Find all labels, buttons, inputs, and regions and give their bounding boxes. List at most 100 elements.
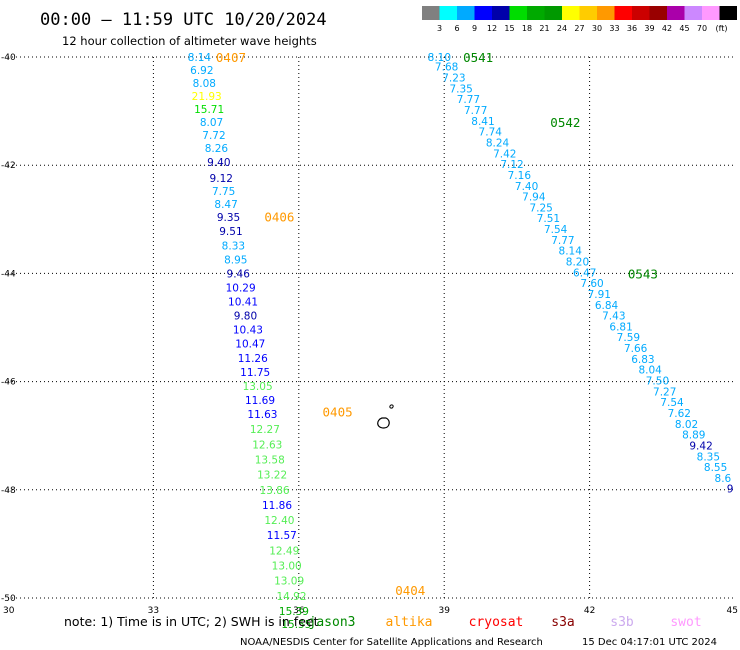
- satellite-name: s3b: [610, 615, 634, 630]
- wave-height-label: 8.14: [559, 246, 583, 258]
- legend-swatch: [632, 6, 650, 20]
- legend-label: 18: [522, 24, 532, 33]
- wave-height-label: 9.42: [689, 440, 712, 452]
- wave-height-label: 8.08: [193, 78, 216, 90]
- wave-height-label: 7.54: [544, 224, 568, 236]
- wave-height-label: 13.58: [255, 455, 285, 467]
- note-text: note: 1) Time is in UTC; 2) SWH is in fe…: [64, 614, 319, 629]
- wave-height-label: 6.92: [190, 65, 213, 77]
- wave-height-label: 14.92: [276, 591, 306, 603]
- pass-label: 0541: [463, 50, 493, 65]
- wave-height-label: 9.46: [227, 268, 251, 280]
- wave-height-label: 8.07: [200, 117, 223, 129]
- legend-label: 39: [644, 24, 654, 33]
- wave-height-label: 8.20: [566, 256, 589, 268]
- chart-title: 00:00 – 11:59 UTC 10/20/2024: [40, 10, 327, 30]
- legend-swatch: [544, 6, 562, 20]
- wave-height-label: 7.54: [660, 397, 684, 409]
- wave-height-label: 8.24: [486, 137, 510, 149]
- wave-height-label: 8.26: [205, 143, 229, 155]
- wave-height-label: 21.93: [192, 91, 222, 103]
- wave-height-label: 7.12: [500, 159, 523, 171]
- wave-height-label: 8.89: [682, 430, 705, 442]
- wave-height-label: 7.94: [522, 192, 546, 204]
- color-legend: 3 6 9 12 15 18 21 24 27 30 33 36 39 42 45 70 (ft): [422, 6, 737, 33]
- wave-height-label: 8.6: [715, 473, 732, 485]
- legend-swatch: [457, 6, 475, 20]
- wave-height-label: 7.35: [449, 83, 472, 95]
- y-tick-label: -44: [1, 269, 16, 279]
- legend-swatch: [702, 6, 720, 20]
- wave-height-label: 7.50: [646, 376, 669, 388]
- wave-height-label: 7.72: [202, 130, 225, 142]
- x-tick-label: 36: [293, 606, 305, 616]
- legend-swatch: [667, 6, 685, 20]
- legend-label: 42: [662, 24, 672, 33]
- legend-swatch: [562, 6, 580, 20]
- wave-height-label: 9.80: [234, 311, 257, 323]
- y-tick-label: -48: [1, 486, 16, 496]
- legend-swatch: [719, 6, 737, 20]
- wave-height-label: 11.63: [247, 409, 277, 421]
- x-tick-label: 39: [438, 606, 450, 616]
- wave-height-label: 8.04: [638, 365, 662, 377]
- wave-height-points: 8.146.928.0821.9315.718.077.728.269.409.…: [188, 52, 734, 631]
- wave-height-label: 8.47: [214, 199, 237, 211]
- legend-label: 27: [574, 24, 584, 33]
- wave-height-label: 15.55: [281, 619, 311, 631]
- wave-height-label: 7.23: [442, 73, 465, 85]
- wave-height-label: 6.47: [573, 267, 596, 279]
- island-outline: [377, 404, 394, 429]
- legend-swatch: [649, 6, 667, 20]
- wave-height-label: 10.47: [235, 339, 265, 351]
- satellite-name: s3a: [551, 615, 574, 630]
- wave-height-label: 9.51: [219, 226, 242, 238]
- wave-height-label: 7.77: [551, 235, 574, 247]
- pass-labels: 0407 0406 0405 0404 0541 0542 0543: [216, 50, 658, 598]
- credit-text: NOAA/NESDIS Center for Satellite Applica…: [240, 637, 543, 648]
- legend-swatch: [614, 6, 632, 20]
- legend-swatch: [439, 6, 457, 20]
- satellite-legend: jason3 altika cryosat s3a s3b swot: [309, 615, 702, 630]
- pass-label: 0405: [323, 404, 353, 419]
- wave-height-label: 9.12: [210, 173, 233, 185]
- satellite-name: jason3: [309, 615, 356, 630]
- legend-label: 9: [472, 24, 477, 33]
- legend-label: 45: [679, 24, 689, 33]
- wave-height-label: 7.68: [435, 62, 458, 74]
- legend-swatch: [579, 6, 597, 20]
- wave-height-label: 7.75: [212, 186, 235, 198]
- legend-unit: (ft): [715, 24, 727, 33]
- wave-height-label: 8.14: [188, 52, 212, 64]
- satellite-name: cryosat: [469, 615, 524, 630]
- chart-subtitle: 12 hour collection of altimeter wave hei…: [62, 34, 317, 48]
- x-tick-label: 45: [727, 606, 738, 616]
- wave-height-label: 8.02: [675, 419, 698, 431]
- wave-height-label: 7.40: [515, 181, 538, 193]
- legend-swatch: [509, 6, 527, 20]
- wave-height-label: 6.81: [609, 321, 632, 333]
- wave-height-label: 7.77: [464, 105, 487, 117]
- legend-swatch: [474, 6, 492, 20]
- x-tick-label: 42: [584, 606, 595, 616]
- wave-height-label: 12.27: [250, 424, 280, 436]
- legend-label: 70: [697, 24, 707, 33]
- wave-height-label: 12.49: [269, 545, 299, 557]
- pass-label: 0542: [550, 115, 580, 130]
- wave-height-label: 11.86: [262, 500, 292, 512]
- wave-height-label: 8.33: [222, 240, 245, 252]
- wave-height-label: 8.35: [697, 451, 720, 463]
- x-tick-label: 30: [3, 606, 15, 616]
- axis-ticks: 30 33 36 39 42 45 -40 -42 -44 -46 -48 -50: [1, 53, 738, 616]
- wave-height-label: 7.59: [617, 332, 640, 344]
- wave-height-label: 7.66: [624, 343, 648, 355]
- legend-swatch: [422, 6, 440, 20]
- wave-height-label: 15.39: [279, 606, 309, 618]
- wave-height-label: 7.91: [588, 289, 611, 301]
- y-tick-label: -42: [1, 161, 16, 171]
- wave-height-label: 11.75: [240, 367, 270, 379]
- legend-label: 24: [557, 24, 567, 33]
- satellite-name: altika: [386, 615, 433, 630]
- wave-height-label: 9.40: [207, 157, 230, 169]
